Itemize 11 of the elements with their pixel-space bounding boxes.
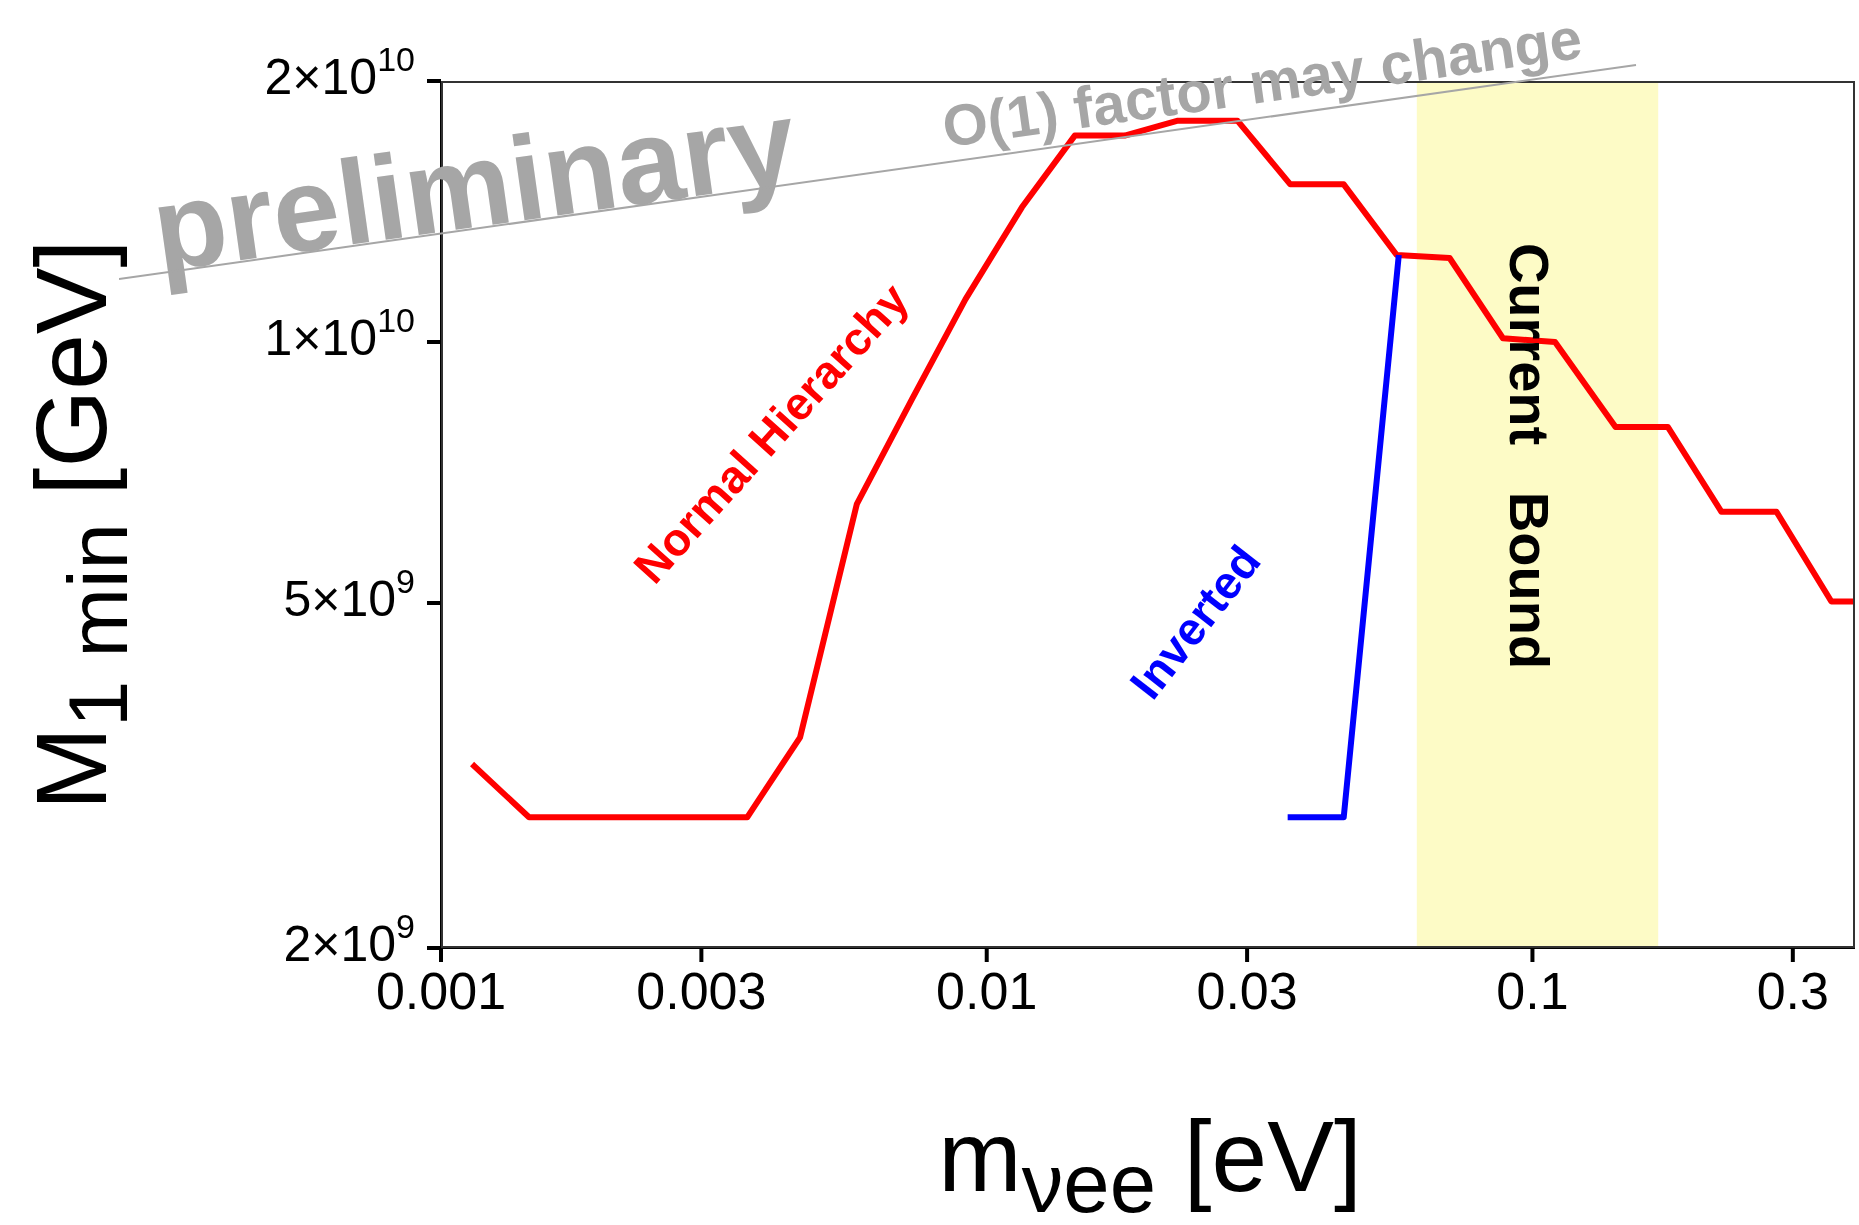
- x-tick-label: 0.003: [636, 962, 767, 1020]
- x-tick-label: 0.03: [1196, 962, 1298, 1020]
- band-label: Current Bound: [1496, 242, 1562, 670]
- x-axis-title: m$_{νee}$ [eV]: [938, 1098, 1362, 1225]
- x-tick-label: 0.3: [1756, 962, 1829, 1020]
- y-tick-label: 5×10$^{9}$: [283, 561, 415, 628]
- x-tick-label: 0.1: [1496, 962, 1569, 1020]
- y-tick-label: 1×10$^{10}$: [264, 300, 415, 367]
- annotation: O(1) factor may change: [938, 3, 1586, 161]
- x-tick-label: 0.01: [936, 962, 1038, 1020]
- y-tick-label: 2×10$^{10}$: [264, 39, 415, 106]
